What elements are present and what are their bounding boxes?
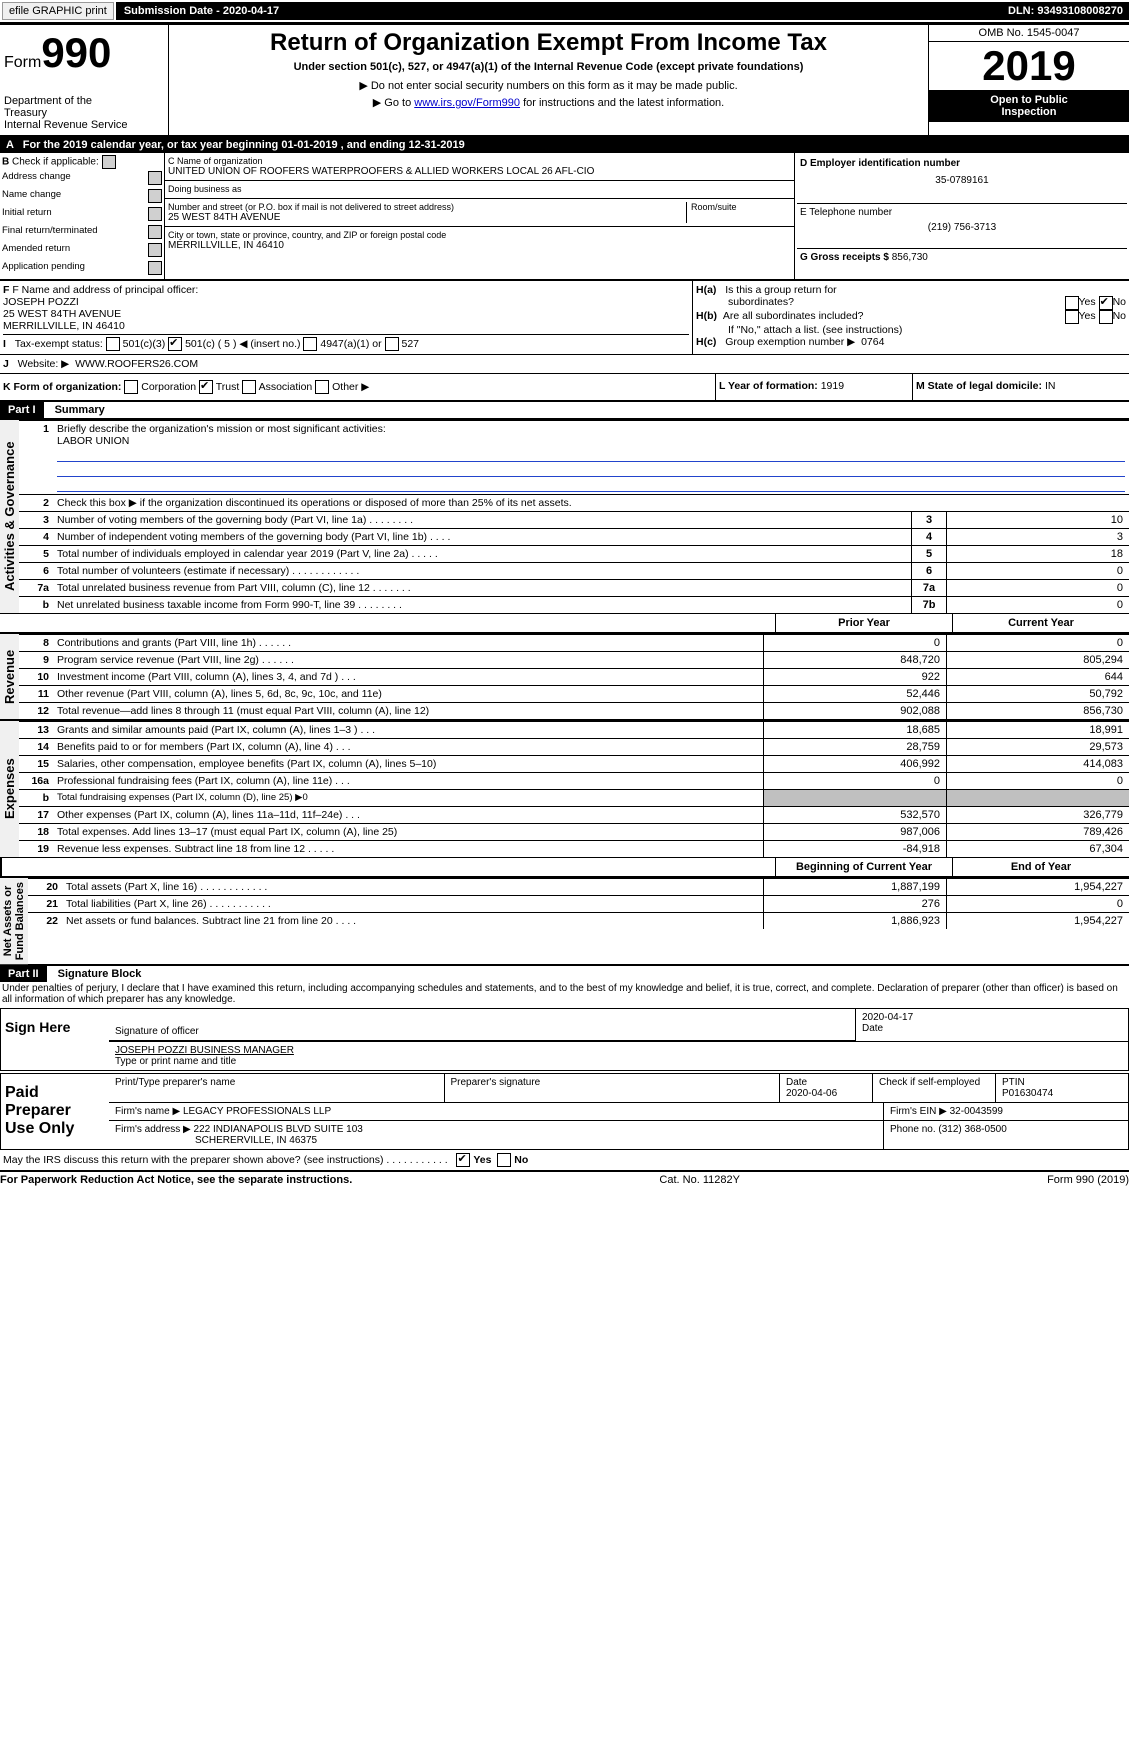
form-title: Return of Organization Exempt From Incom… xyxy=(173,29,924,57)
line-a: A For the 2019 calendar year, or tax yea… xyxy=(0,137,1129,153)
part-1-header: Part I Summary xyxy=(0,402,1129,418)
part-2-header: Part II Signature Block xyxy=(0,966,1129,982)
revenue-section: Revenue 8Contributions and grants (Part … xyxy=(0,632,1129,719)
line-klm: K Form of organization: Corporation Trus… xyxy=(0,374,1129,402)
submission-box: Submission Date - 2020-04-17 xyxy=(116,2,287,20)
expenses-section: Expenses 13Grants and similar amounts pa… xyxy=(0,719,1129,857)
prior-current-header: Prior Year Current Year xyxy=(0,613,1129,632)
irs-link[interactable]: www.irs.gov/Form990 xyxy=(414,97,520,109)
form-footer: For Paperwork Reduction Act Notice, see … xyxy=(0,1172,1129,1188)
paid-preparer-block: Paid Preparer Use Only Print/Type prepar… xyxy=(0,1073,1129,1150)
sign-here-block: Sign Here Signature of officer 2020-04-1… xyxy=(0,1008,1129,1071)
section-bcdefgh: B Check if applicable: Address changeNam… xyxy=(0,153,1129,280)
efile-button[interactable]: efile GRAPHIC print xyxy=(2,2,114,20)
top-bar: efile GRAPHIC print Submission Date - 20… xyxy=(0,0,1129,23)
section-fih: F F Name and address of principal office… xyxy=(0,280,1129,355)
netassets-section: Net Assets or Fund Balances 20Total asse… xyxy=(0,876,1129,966)
line-j: J Website: ▶ WWW.ROOFERS26.COM xyxy=(0,355,1129,374)
discuss-line: May the IRS discuss this return with the… xyxy=(0,1150,1129,1172)
governance-section: Activities & Governance 1Briefly describ… xyxy=(0,418,1129,613)
boy-eoy-header: Beginning of Current Year End of Year xyxy=(0,857,1129,876)
form-header: Form990 Department of the Treasury Inter… xyxy=(0,23,1129,137)
dln-box: DLN: 93493108008270 xyxy=(287,2,1129,20)
checkbox-icon[interactable] xyxy=(102,155,116,169)
